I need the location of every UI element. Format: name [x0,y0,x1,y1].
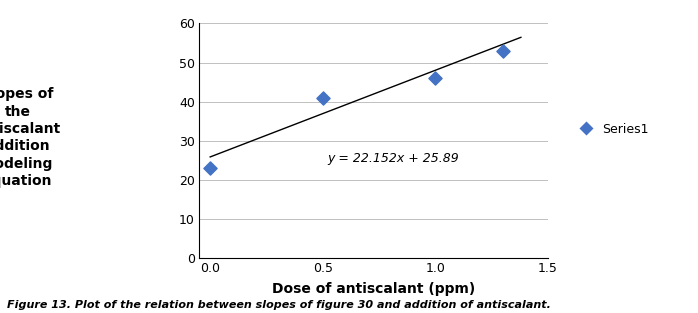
X-axis label: Dose of antiscalant (ppm): Dose of antiscalant (ppm) [272,282,475,296]
Point [430,76,441,81]
Point [317,95,328,100]
Legend: Series1: Series1 [568,118,653,141]
Point [497,48,508,53]
Text: y = 22.152x + 25.89: y = 22.152x + 25.89 [327,152,459,165]
Text: Figure 13. Plot of the relation between slopes of figure 30 and addition of anti: Figure 13. Plot of the relation between … [7,300,551,310]
Point [205,166,216,171]
Text: Slopes of
the
antiscalant
addition
modeling
equation: Slopes of the antiscalant addition model… [0,87,61,188]
